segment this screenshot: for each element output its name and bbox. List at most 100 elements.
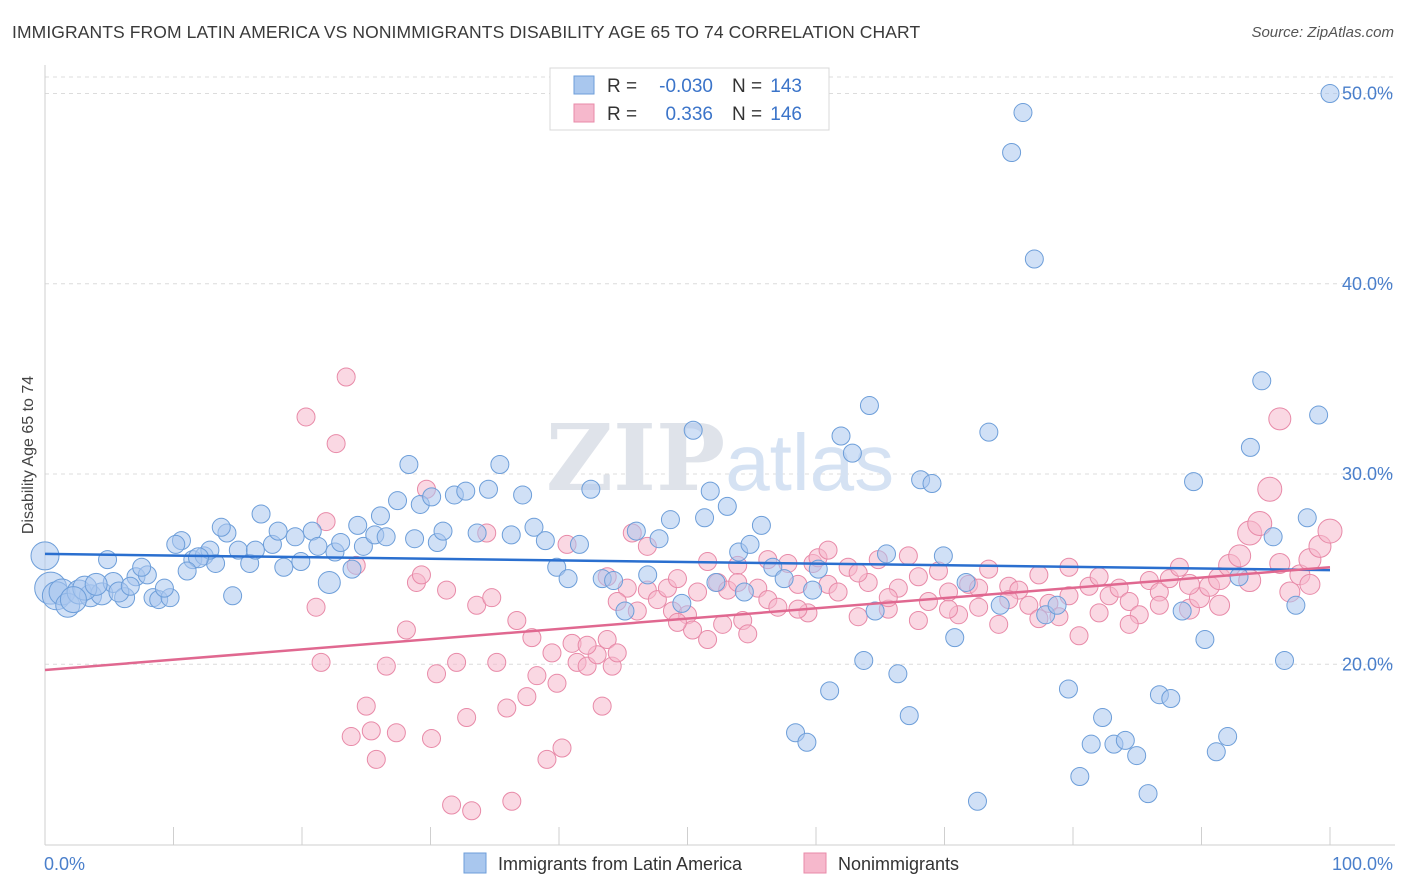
nonimmigrants-point — [462, 801, 482, 821]
latin-america-point — [820, 681, 840, 701]
nonimmigrants-point — [1257, 476, 1283, 502]
latin-america-point — [251, 504, 271, 524]
latin-america-point — [388, 491, 408, 511]
x-tick-label: 0.0% — [44, 854, 85, 874]
nonimmigrants-point — [1228, 544, 1252, 568]
latin-america-point — [751, 515, 771, 535]
latin-america-point — [1275, 650, 1295, 670]
latin-america-point — [626, 521, 646, 541]
latin-america-point — [177, 561, 197, 581]
latin-america-point — [945, 628, 965, 648]
bottom-legend-swatch-pink — [803, 852, 827, 874]
latin-america-point — [308, 536, 328, 556]
latin-america-point — [877, 544, 897, 564]
latin-america-point — [166, 534, 186, 554]
latin-america-point — [274, 557, 294, 577]
legend-swatch-blue — [573, 75, 595, 95]
legend-n-label-1: N = — [732, 76, 762, 97]
nonimmigrants-point — [386, 723, 406, 743]
latin-america-point — [734, 582, 754, 602]
latin-america-point — [859, 396, 879, 416]
nonimmigrants-point — [527, 666, 547, 686]
nonimmigrants-point — [537, 749, 557, 769]
latin-america-point — [1024, 249, 1044, 269]
nonimmigrants-point — [482, 588, 502, 608]
y-tick-label: 50.0% — [1342, 84, 1393, 104]
latin-america-point — [30, 541, 60, 571]
nonimmigrants-point — [848, 563, 868, 583]
latin-america-point — [1058, 679, 1078, 699]
nonimmigrants-point — [442, 795, 462, 815]
nonimmigrants-point — [969, 597, 989, 617]
nonimmigrants-point — [427, 664, 447, 684]
latin-america-point — [1138, 784, 1158, 804]
latin-america-point — [700, 481, 720, 501]
nonimmigrants-point — [713, 614, 733, 634]
latin-america-point — [831, 426, 851, 446]
latin-america-point — [558, 569, 578, 589]
latin-america-point — [990, 595, 1010, 615]
nonimmigrants-point — [1247, 510, 1273, 536]
latin-america-point — [535, 531, 555, 551]
legend-r-value-2: 0.336 — [665, 104, 713, 125]
latin-america-point — [1218, 727, 1238, 747]
nonimmigrants-trend-line — [44, 565, 1331, 672]
nonimmigrants-point — [507, 611, 527, 631]
latin-america-point — [1081, 734, 1101, 754]
y-tick-label: 20.0% — [1342, 654, 1393, 674]
latin-america-point — [1297, 508, 1317, 528]
nonimmigrants-point — [1069, 626, 1089, 646]
latin-america-point — [1206, 742, 1226, 762]
latin-america-point — [1240, 437, 1260, 457]
latin-america-point — [933, 546, 953, 566]
correlation-legend: R = -0.030 N = 143 R = 0.336 N = 146 — [549, 67, 830, 131]
legend-n-value-2: 146 — [770, 104, 802, 125]
latin-america-point — [1161, 689, 1181, 709]
axes — [44, 65, 1395, 846]
nonimmigrants-point — [592, 696, 612, 716]
nonimmigrants-point — [457, 708, 477, 728]
latin-america-point — [524, 517, 544, 537]
latin-america-point — [399, 455, 419, 475]
nonimmigrants-point — [908, 567, 928, 587]
nonimmigrants-point — [683, 620, 703, 640]
nonimmigrants-point — [542, 643, 562, 663]
latin-america-point — [1127, 746, 1147, 766]
latin-america-point — [433, 521, 453, 541]
nonimmigrants-point — [768, 597, 788, 617]
latin-america-point — [59, 586, 87, 614]
latin-america-point — [132, 557, 152, 577]
nonimmigrants-point — [552, 738, 572, 758]
latin-america-point — [317, 570, 341, 594]
latin-america-point — [331, 533, 351, 553]
nonimmigrants-point — [1299, 573, 1321, 595]
latin-america-point — [1286, 595, 1306, 615]
latin-america-point — [774, 569, 794, 589]
latin-america-point — [1252, 371, 1272, 391]
nonimmigrants-point — [1089, 567, 1109, 587]
latin-america-point — [604, 571, 624, 591]
legend-r-label-1: R = — [607, 76, 637, 97]
nonimmigrants-point — [411, 565, 431, 585]
latin-america-point — [899, 706, 919, 726]
latin-america-point — [353, 536, 373, 556]
nonimmigrants-point — [577, 635, 597, 655]
nonimmigrants-point — [1149, 595, 1169, 615]
latin-america-point — [285, 527, 305, 547]
latin-america-point — [706, 572, 726, 592]
nonimmigrants-point — [979, 559, 999, 579]
latin-america-point — [581, 479, 601, 499]
latin-america-point — [1309, 405, 1329, 425]
nonimmigrants-point — [698, 630, 718, 650]
nonimmigrants-point — [467, 595, 487, 615]
source-label: Source: ZipAtlas.com — [1251, 24, 1394, 41]
latin-america-point — [84, 572, 108, 596]
latin-america-point — [513, 485, 533, 505]
watermark: ZIPatlas — [546, 404, 894, 512]
legend-r-value-1: -0.030 — [659, 76, 713, 97]
latin-america-point — [569, 534, 589, 554]
nonimmigrants-point — [828, 582, 848, 602]
latin-america-point — [98, 550, 118, 570]
latin-america-point — [854, 650, 874, 670]
chart-title: IMMIGRANTS FROM LATIN AMERICA VS NONIMMI… — [12, 22, 921, 42]
